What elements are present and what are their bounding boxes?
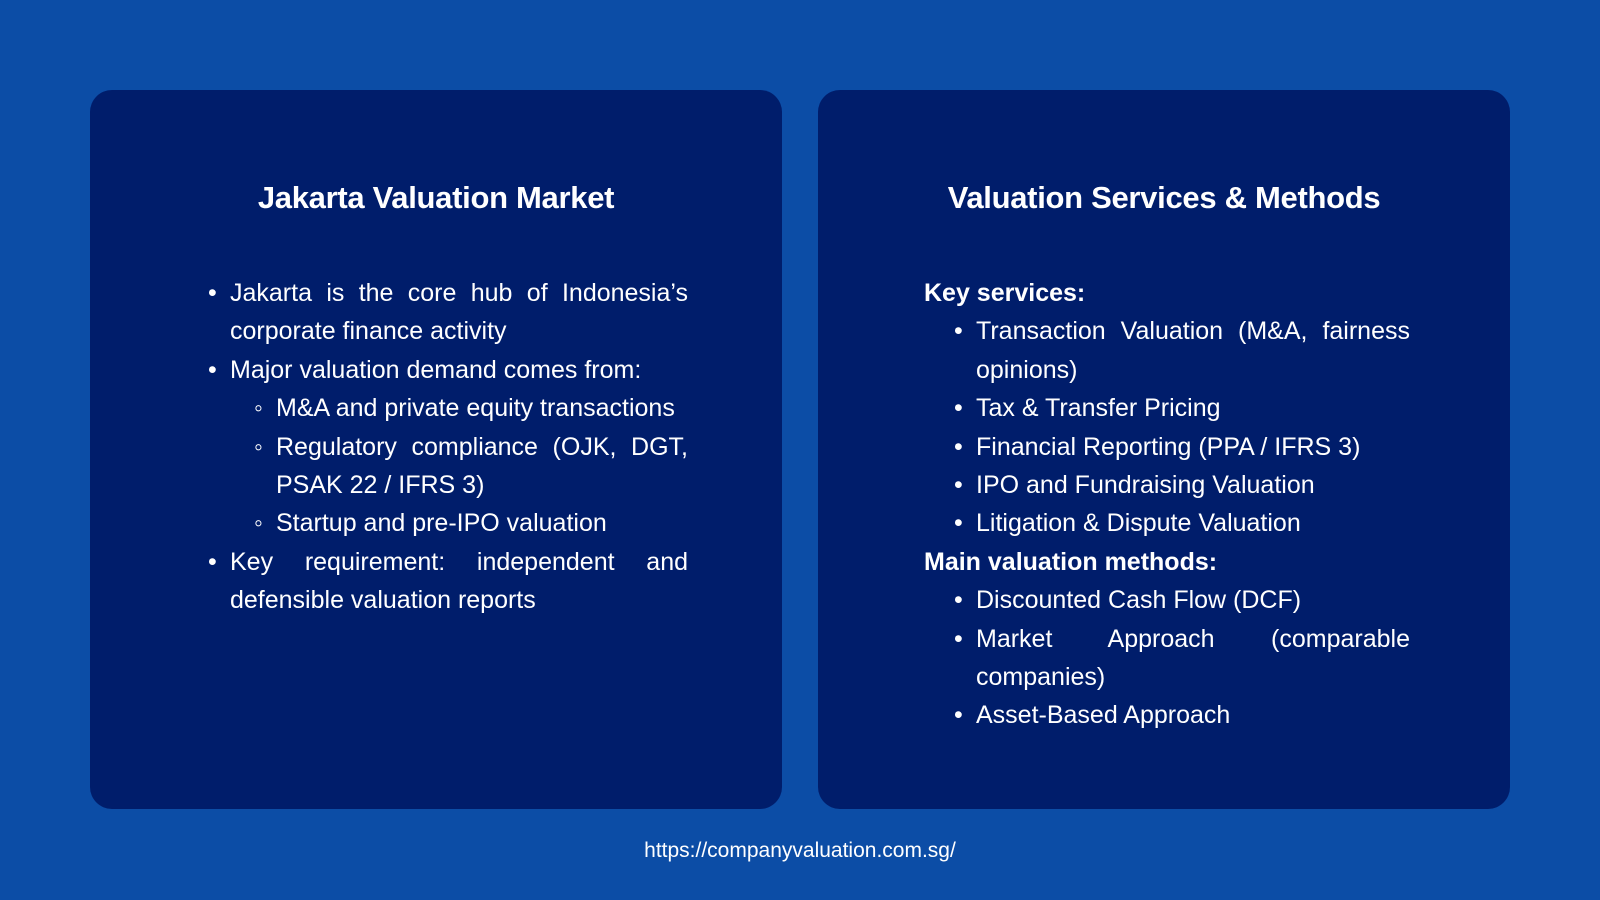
list-item: Discounted Cash Flow (DCF)	[954, 581, 1410, 620]
services-heading: Key services:	[924, 279, 1086, 307]
list-item: Jakarta is the core hub of Indonesia’s c…	[208, 274, 688, 351]
list-item: Key requirement: independent and defensi…	[208, 543, 688, 620]
services-card: Valuation Services & Methods Key service…	[818, 90, 1510, 809]
card-title: Valuation Services & Methods	[947, 180, 1381, 215]
list-item: Transaction Valuation (M&A, fairness opi…	[954, 312, 1410, 389]
sub-list-item: Startup and pre-IPO valuation	[254, 504, 688, 543]
list-item: Tax & Transfer Pricing	[954, 389, 1410, 428]
market-card: Jakarta Valuation Market Jakarta is the …	[90, 90, 782, 809]
list-item: Financial Reporting (PPA / IFRS 3)	[954, 428, 1410, 467]
methods-heading: Main valuation methods:	[924, 547, 1218, 576]
sub-list-item: Regulatory compliance (OJK, DGT, PSAK 22…	[254, 428, 688, 505]
list-item: Major valuation demand comes from:	[208, 351, 688, 390]
list-item: IPO and Fundraising Valuation	[954, 466, 1410, 505]
footer-url[interactable]: https://companyvaluation.com.sg/	[644, 839, 956, 862]
card-title: Jakarta Valuation Market	[257, 180, 615, 215]
list-item: Litigation & Dispute Valuation	[954, 504, 1410, 543]
list-item: Market Approach (comparable companies)	[954, 620, 1410, 697]
card-body: Key services: Transaction Valuation (M&A…	[924, 274, 1410, 735]
card-body: Jakarta is the core hub of Indonesia’s c…	[208, 274, 688, 620]
list-item: Asset-Based Approach	[954, 696, 1410, 735]
sub-list-item: M&A and private equity transactions	[254, 389, 688, 428]
